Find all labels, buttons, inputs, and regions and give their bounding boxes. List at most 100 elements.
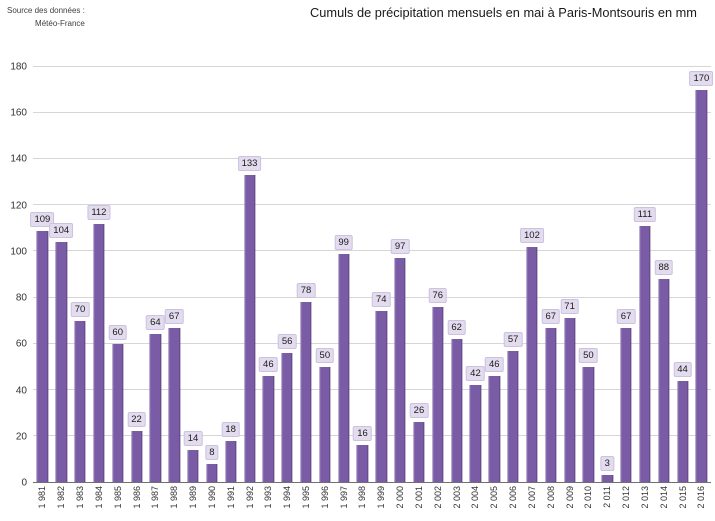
x-tick-slot: 2 010 xyxy=(579,486,598,520)
x-tick-slot: 2 004 xyxy=(466,486,485,520)
gridline xyxy=(33,296,711,298)
bar-1999 xyxy=(375,311,387,482)
x-tick-label: 2 002 xyxy=(432,486,443,509)
y-tick-label: 100 xyxy=(10,246,27,258)
bar-2012 xyxy=(620,327,632,482)
x-tick-label: 1 988 xyxy=(169,486,180,509)
x-tick-slot: 2 001 xyxy=(410,486,429,520)
bar-value-label: 74 xyxy=(372,292,391,308)
y-tick-label: 180 xyxy=(10,61,27,73)
x-tick-label: 1 996 xyxy=(319,486,330,509)
x-tick-slot: 1 982 xyxy=(52,486,71,520)
bar-value-label: 170 xyxy=(689,71,714,87)
bar-value-label: 14 xyxy=(183,430,203,446)
bar-1994 xyxy=(281,352,293,482)
bar-slot: 67 xyxy=(541,67,561,482)
y-tick-label: 120 xyxy=(10,200,27,212)
bar-slot: 67 xyxy=(616,67,636,482)
bar-value-label: 67 xyxy=(616,308,636,324)
x-tick-slot: 2 014 xyxy=(654,486,673,520)
bar-1983 xyxy=(74,320,86,482)
bar-value-label: 67 xyxy=(164,308,184,324)
x-tick-label: 2 012 xyxy=(621,486,632,509)
x-tick-label: 2 011 xyxy=(602,486,613,508)
x-tick-label: 2 003 xyxy=(451,486,462,509)
x-tick-label: 1 995 xyxy=(301,486,311,509)
bar-slot: 60 xyxy=(108,67,128,482)
bar-1995 xyxy=(300,302,312,482)
bar-1984 xyxy=(93,223,105,482)
bar-2008 xyxy=(545,327,557,482)
bar-slot: 26 xyxy=(409,67,429,482)
bar-value-label: 133 xyxy=(237,156,262,172)
bar-value-label: 46 xyxy=(259,356,278,372)
bar-value-label: 109 xyxy=(30,211,55,227)
x-axis-labels: 1 981 1 982 1 983 1 984 1 985 1 986 1 987 1 988… xyxy=(33,486,711,520)
bar-slot: 22 xyxy=(127,67,146,482)
bar-slot: 99 xyxy=(334,67,353,482)
source-line2: Météo-France xyxy=(35,18,85,28)
x-tick-slot: 2 015 xyxy=(673,486,692,520)
bar-1997 xyxy=(338,253,350,482)
bar-2005 xyxy=(488,375,500,482)
x-tick-slot: 1 989 xyxy=(184,486,203,520)
bar-slot: 74 xyxy=(372,67,391,482)
x-tick-slot: 2 011 xyxy=(598,486,617,520)
bar-1996 xyxy=(319,366,331,482)
bar-slot: 170 xyxy=(689,67,714,482)
x-tick-label: 1 999 xyxy=(376,486,387,509)
x-tick-label: 1 981 xyxy=(37,486,48,509)
x-tick-slot: 1 993 xyxy=(259,486,278,520)
x-tick-label: 2 008 xyxy=(545,486,556,509)
bar-value-label: 42 xyxy=(466,366,485,382)
x-tick-label: 1 994 xyxy=(282,486,293,509)
x-tick-label: 2 009 xyxy=(564,486,575,509)
bar-value-label: 102 xyxy=(520,227,544,243)
gridline xyxy=(33,112,711,114)
bar-slot: 109 xyxy=(30,67,55,482)
gridline xyxy=(33,158,711,160)
bar-1992 xyxy=(243,175,256,482)
bar-1982 xyxy=(55,242,67,482)
bar-value-label: 76 xyxy=(428,287,448,303)
bar-slot: 42 xyxy=(466,67,485,482)
y-tick-label: 60 xyxy=(15,338,27,350)
x-tick-slot: 1 995 xyxy=(297,486,316,520)
x-tick-label: 2 007 xyxy=(526,486,537,509)
gridline xyxy=(33,250,711,252)
y-axis-labels: 0 20 40 60 80 100 120 140 160 180 xyxy=(0,62,29,489)
gridline xyxy=(33,342,711,344)
y-tick-label: 140 xyxy=(10,153,27,165)
y-tick-label: 40 xyxy=(15,385,27,397)
x-tick-label: 1 989 xyxy=(188,486,199,509)
bar-value-label: 8 xyxy=(205,444,219,460)
bar-slot: 102 xyxy=(520,67,544,482)
bar-value-label: 16 xyxy=(353,426,372,442)
x-tick-label: 2 015 xyxy=(677,486,688,509)
x-tick-label: 1 991 xyxy=(225,486,236,509)
bar-2001 xyxy=(413,422,425,482)
x-tick-label: 2 005 xyxy=(489,486,500,509)
x-tick-slot: 1 996 xyxy=(315,486,334,520)
x-tick-slot: 1 987 xyxy=(146,486,165,520)
x-tick-slot: 2 007 xyxy=(523,486,542,520)
gridline xyxy=(33,66,711,67)
bar-slot: 67 xyxy=(164,67,184,482)
x-tick-slot: 1 992 xyxy=(240,486,259,520)
y-tick-label: 0 xyxy=(21,477,27,489)
x-tick-slot: 2 005 xyxy=(485,486,504,520)
bar-2007 xyxy=(526,246,538,482)
x-tick-slot: 1 999 xyxy=(372,486,391,520)
bar-1988 xyxy=(168,327,180,482)
gridline xyxy=(33,434,711,436)
bar-value-label: 50 xyxy=(315,347,335,363)
x-tick-slot: 2 008 xyxy=(541,486,560,520)
x-tick-slot: 2 003 xyxy=(447,486,466,520)
bar-value-label: 50 xyxy=(579,347,598,363)
bar-slot: 18 xyxy=(221,67,240,482)
bar-value-label: 22 xyxy=(127,412,146,428)
x-tick-label: 2 013 xyxy=(639,486,650,509)
x-tick-label: 1 987 xyxy=(150,486,161,509)
x-tick-label: 2 000 xyxy=(395,486,406,509)
x-tick-slot: 1 997 xyxy=(334,486,353,520)
